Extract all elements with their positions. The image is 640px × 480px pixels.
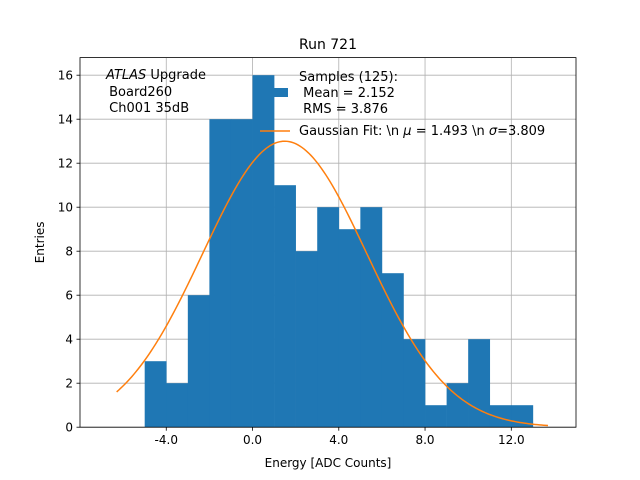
histogram-bars <box>144 75 534 428</box>
legend-samples-rms: RMS = 3.876 <box>299 102 388 117</box>
histogram-bar <box>489 405 512 428</box>
x-tick-label: -4.0 <box>155 433 178 447</box>
atlas-annotation: ATLAS Upgrade Board260 Ch001 35dB <box>105 68 206 116</box>
histogram-bar <box>468 339 491 428</box>
legend-fit-sigma-value: =3.809 <box>497 124 545 139</box>
histogram-bar <box>166 383 189 428</box>
legend-fit-sigma-symbol: σ <box>489 124 498 139</box>
axes-frame <box>79 57 577 428</box>
legend-fit-prefix: Gaussian Fit: \n <box>299 124 403 139</box>
histogram-bar <box>317 207 340 428</box>
annotation-suffix: Upgrade <box>146 68 206 83</box>
histogram-bar <box>381 273 404 428</box>
histogram-bar <box>144 361 167 428</box>
y-tick-label: 14 <box>58 113 73 127</box>
histogram-bar <box>360 207 383 428</box>
y-tick-label: 2 <box>65 377 73 391</box>
legend-fit-label: Gaussian Fit: \n μ = 1.493 \n σ=3.809 <box>299 124 545 139</box>
histogram-bar <box>230 119 253 428</box>
x-axis-label: Energy [ADC Counts] <box>265 456 392 470</box>
gaussian-fit-curve <box>116 140 549 427</box>
x-tick-label: 4.0 <box>329 433 348 447</box>
x-axis-ticks: -4.0 0.0 4.0 8.0 12.0 <box>155 427 525 447</box>
annotation-board: Board260 <box>105 85 172 100</box>
histogram-bar <box>187 295 210 428</box>
histogram-bar <box>446 383 469 428</box>
y-tick-label: 16 <box>58 69 73 83</box>
legend-samples-mean: Mean = 2.152 <box>299 86 395 101</box>
y-tick-label: 6 <box>65 289 73 303</box>
histogram-bar <box>295 251 318 428</box>
annotation-experiment: ATLAS <box>105 68 146 83</box>
histogram-bar <box>425 405 447 428</box>
y-tick-label: 10 <box>58 201 73 215</box>
y-tick-label: 12 <box>58 157 73 171</box>
x-tick-label: 0.0 <box>243 433 262 447</box>
y-axis-ticks: 0 2 4 6 8 10 12 14 16 <box>58 69 80 435</box>
legend-samples-line1: Samples (125): <box>299 70 398 85</box>
legend-fit-mu-symbol: μ <box>402 124 411 139</box>
histogram-bar <box>274 185 296 428</box>
y-tick-label: 0 <box>65 421 73 435</box>
annotation-channel: Ch001 35dB <box>105 101 189 116</box>
x-tick-label: 12.0 <box>498 433 525 447</box>
legend-fit-mu-value: = 1.493 \n <box>412 124 489 139</box>
legend-bar-swatch <box>266 88 288 97</box>
svg-text:ATLAS Upgrade: ATLAS Upgrade <box>105 68 206 83</box>
chart-title: Run 721 <box>299 37 357 53</box>
y-tick-label: 8 <box>65 245 73 259</box>
y-axis-label: Entries <box>33 222 47 264</box>
histogram-bar <box>338 229 361 428</box>
x-tick-label: 8.0 <box>415 433 434 447</box>
y-tick-label: 4 <box>65 333 73 347</box>
histogram-bar <box>403 339 426 428</box>
histogram-bar <box>209 119 232 428</box>
histogram-bar <box>252 75 275 428</box>
legend: Samples (125): Mean = 2.152 RMS = 3.876 … <box>260 70 545 139</box>
